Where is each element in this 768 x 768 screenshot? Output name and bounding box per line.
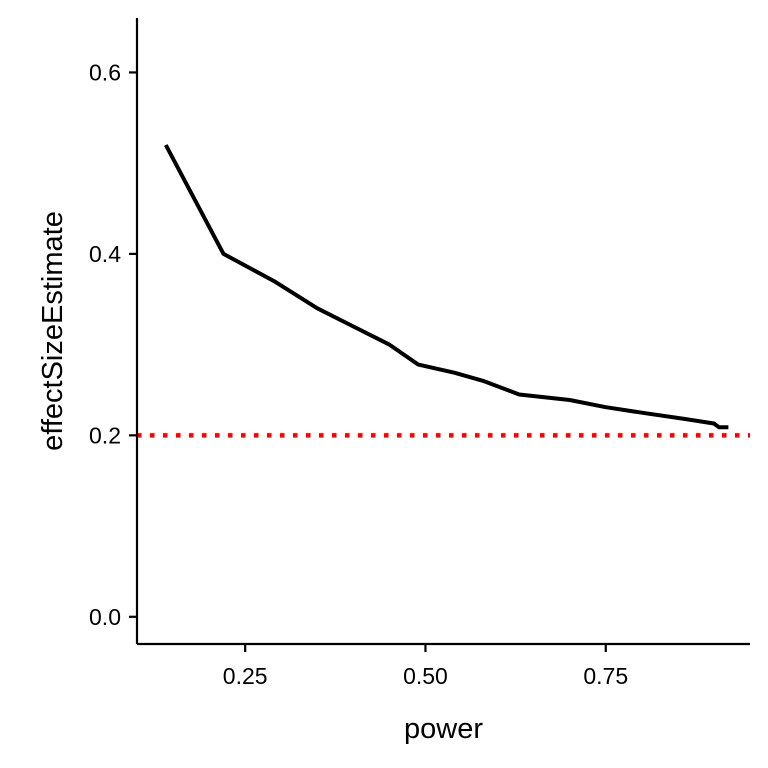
- series-line: [164, 144, 729, 430]
- x-tick-label: 0.25: [223, 663, 268, 689]
- x-axis-title: power: [404, 713, 483, 745]
- axes-layer: [135, 18, 750, 646]
- y-tick-label: 0.0: [89, 604, 121, 630]
- ticks-layer: 0.25 0.50 0.75 0.0 0.2 0.4 0.6: [89, 59, 628, 689]
- y-tick-label: 0.6: [89, 59, 121, 85]
- x-tick-label: 0.50: [403, 663, 448, 689]
- y-tick-label: 0.4: [89, 241, 121, 267]
- x-tick-label: 0.75: [583, 663, 628, 689]
- y-tick-label: 0.2: [89, 422, 121, 448]
- series-layer: [164, 144, 729, 430]
- y-axis-title: effectSizeEstimate: [37, 211, 69, 451]
